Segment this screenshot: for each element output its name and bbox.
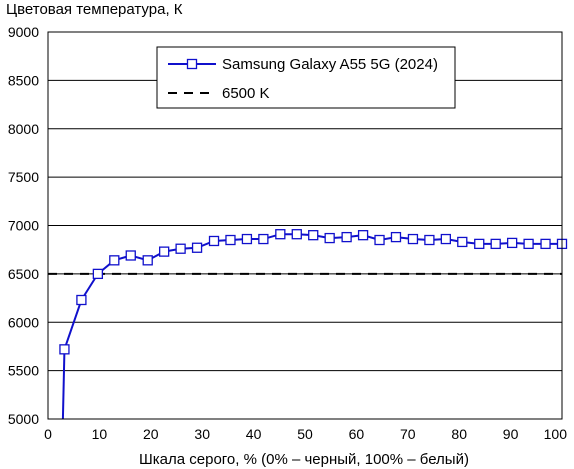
legend: Samsung Galaxy A55 5G (2024) 6500 K: [156, 46, 456, 109]
y-tick-label: 7000: [8, 218, 39, 234]
data-point-marker: [275, 229, 286, 240]
data-point-marker: [374, 234, 385, 246]
data-point-marker: [291, 229, 302, 240]
data-point-marker: [523, 238, 534, 250]
y-axis-title: Цветовая температура, К: [6, 1, 183, 18]
legend-marker-samsung: [186, 58, 198, 70]
data-point-marker: [341, 231, 352, 243]
data-point-marker: [357, 230, 369, 241]
x-tick-label: 80: [451, 426, 467, 442]
data-point-marker: [440, 233, 451, 245]
y-tick-label: 9000: [8, 24, 39, 40]
data-point-marker: [540, 238, 551, 250]
y-tick-label: 6000: [8, 314, 39, 330]
data-point-marker: [92, 268, 104, 280]
data-point-marker: [225, 234, 236, 246]
data-point-marker: [258, 233, 269, 245]
series-line-samsung: [61, 233, 562, 420]
legend-label-6500k: 6500 K: [222, 85, 270, 102]
x-tick-label: 90: [503, 426, 519, 442]
x-tick-label: 70: [400, 426, 416, 442]
data-point-marker: [424, 234, 435, 246]
data-point-marker: [208, 235, 220, 247]
x-axis-title: Шкала серого, % (0% – черный, 100% – бел…: [139, 451, 469, 468]
y-tick-label: 5000: [8, 411, 39, 427]
y-tick-label: 8000: [8, 121, 39, 137]
data-point-marker: [59, 344, 70, 355]
x-tick-label: 60: [349, 426, 365, 442]
data-point-marker: [159, 246, 170, 257]
data-point-marker: [76, 294, 87, 306]
x-tick-label: 20: [143, 426, 159, 442]
data-point-marker: [109, 255, 120, 266]
data-point-marker: [324, 232, 335, 244]
data-point-marker: [125, 250, 136, 261]
y-tick-label: 8500: [8, 72, 39, 88]
data-point-marker: [241, 233, 253, 245]
x-tick-label: 10: [92, 426, 108, 442]
data-point-marker: [474, 238, 485, 250]
y-tick-label: 7500: [8, 169, 39, 185]
data-point-marker: [390, 231, 402, 243]
data-point-marker: [142, 255, 153, 266]
y-tick-label: 6500: [8, 266, 39, 282]
legend-label-samsung: Samsung Galaxy A55 5G (2024): [222, 56, 438, 73]
plot-frame: [47, 31, 563, 420]
data-series: [59, 229, 568, 420]
legend-box: [156, 46, 456, 109]
x-tick-label: 100: [544, 426, 568, 442]
data-point-marker: [407, 233, 419, 245]
data-point-marker: [191, 242, 203, 253]
data-point-marker: [175, 243, 186, 254]
data-point-marker: [506, 237, 518, 249]
x-tick-label: 50: [297, 426, 313, 442]
data-point-marker: [490, 238, 501, 250]
y-tick-label: 5500: [8, 363, 39, 379]
x-tick-label: 40: [246, 426, 262, 442]
data-point-marker: [308, 230, 319, 241]
data-point-marker: [457, 236, 468, 248]
x-tick-label: 0: [44, 426, 52, 442]
tick-labels: 5000 5500 6000 6500 7000 7500 8000 8500 9000 0 10 2…: [8, 24, 567, 442]
x-tick-label: 30: [194, 426, 210, 442]
